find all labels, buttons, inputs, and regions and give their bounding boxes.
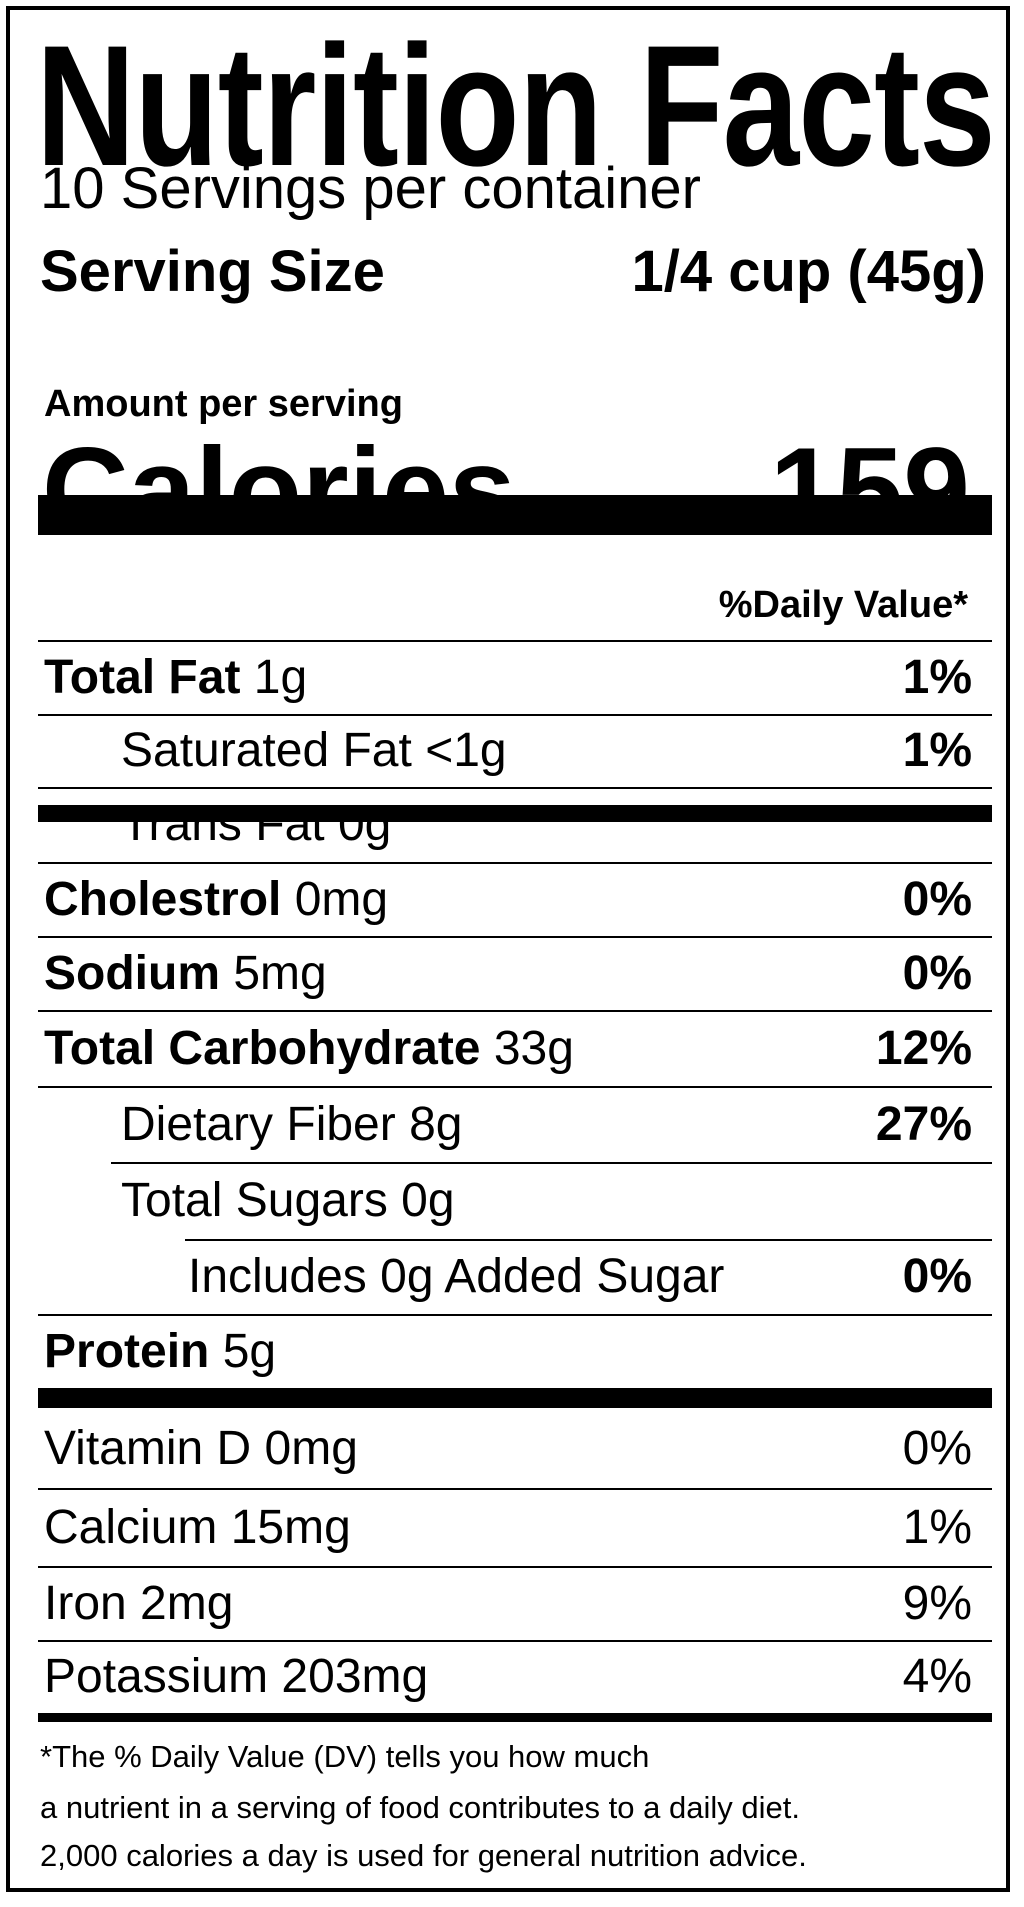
- daily-value-percent: 0%: [902, 1250, 972, 1303]
- row-divider: [38, 640, 992, 642]
- footnote-line: *The % Daily Value (DV) tells you how mu…: [40, 1739, 650, 1774]
- row-divider: [38, 1086, 992, 1088]
- serving-size-value: 1/4 cup (45g): [631, 239, 986, 304]
- daily-value-percent: 12%: [875, 1021, 972, 1075]
- nutrient-row: Sodium 5mg 0%: [38, 936, 992, 1010]
- daily-value-percent: 1%: [902, 724, 972, 777]
- nutrient-name: Saturated Fat <1g: [38, 723, 507, 778]
- row-divider: [38, 1314, 992, 1316]
- nutrient-label: Dietary Fiber: [121, 1097, 396, 1151]
- vitamin-label: Calcium 15mg: [44, 1500, 351, 1554]
- nutrient-name: Total Fat 1g: [38, 650, 307, 705]
- daily-value-percent: 9%: [902, 1576, 972, 1630]
- row-divider: [38, 862, 992, 864]
- vitamin-row: Calcium 15mg 1%: [38, 1488, 992, 1566]
- vitamin-label: Potassium 203mg: [44, 1650, 429, 1703]
- calories-value: 159: [769, 423, 970, 557]
- nutrient-label: Saturated Fat: [121, 724, 412, 777]
- nutrient-row: Cholestrol 0mg 0%: [38, 862, 992, 936]
- nutrient-row: Total Carbohydrate 33g 12%: [38, 1010, 992, 1086]
- row-divider: [38, 1640, 992, 1642]
- nutrient-amount: 5g: [222, 1324, 277, 1378]
- nutrient-name: Sodium 5mg: [38, 946, 327, 1001]
- nutrient-label: Total Fat: [44, 650, 241, 704]
- row-divider: [38, 1488, 992, 1490]
- row-divider: [38, 1010, 992, 1012]
- nutrient-label: Sodium: [44, 946, 220, 1000]
- medium-divider: [38, 805, 992, 822]
- nutrient-name: Dietary Fiber 8g: [38, 1097, 462, 1152]
- daily-value-percent: 27%: [875, 1097, 972, 1151]
- daily-value-percent: 1%: [902, 1500, 972, 1554]
- vitamin-row: Potassium 203mg 4%: [38, 1640, 992, 1713]
- nutrient-label: Total Carbohydrate: [44, 1021, 481, 1075]
- medium-divider: [38, 1713, 992, 1722]
- thick-divider: [38, 1388, 992, 1408]
- nutrient-label: Protein: [44, 1324, 210, 1378]
- nutrient-row: Saturated Fat <1g 1%: [38, 714, 992, 787]
- serving-size-label: Serving Size: [40, 239, 385, 304]
- row-divider: [38, 714, 992, 716]
- row-divider: [111, 1162, 992, 1164]
- nutrient-amount: <1g: [425, 724, 507, 777]
- nutrient-name: Trans Fat 0g: [38, 797, 391, 852]
- nutrient-name: Total Sugars 0g: [38, 1173, 455, 1228]
- calories-label: Calories: [42, 423, 516, 557]
- daily-value-percent: 0%: [902, 1421, 972, 1475]
- row-divider: [38, 787, 992, 789]
- nutrient-amount: 0g: [401, 1174, 455, 1227]
- vitamin-label: Vitamin D 0mg: [44, 1421, 358, 1475]
- nutrient-name: Total Carbohydrate 33g: [38, 1021, 574, 1076]
- nutrient-amount: 0g: [337, 798, 392, 851]
- thick-divider: [38, 495, 992, 535]
- nutrient-label: Total Sugars: [121, 1174, 388, 1227]
- row-divider: [185, 1239, 992, 1241]
- footnote-line: 2,000 calories a day is used for general…: [40, 1838, 807, 1873]
- vitamin-row: Iron 2mg 9%: [38, 1566, 992, 1640]
- vitamin-row: Vitamin D 0mg 0%: [38, 1408, 992, 1488]
- label-title: Nutrition Facts: [36, 10, 996, 202]
- daily-value-percent: 1%: [902, 650, 972, 704]
- servings-per-container: 10 Servings per container: [40, 156, 701, 221]
- nutrient-row: Total Fat 1g 1%: [38, 640, 992, 714]
- row-divider: [38, 936, 992, 938]
- label-border: [6, 6, 1010, 1892]
- daily-value-header: %Daily Value*: [718, 584, 968, 626]
- nutrient-row: Protein 5g: [38, 1314, 992, 1388]
- nutrient-amount: 0mg: [294, 872, 389, 926]
- nutrient-label: Trans Fat: [121, 798, 325, 851]
- nutrient-row: Total Sugars 0g: [38, 1162, 992, 1239]
- nutrient-amount: 8g: [409, 1097, 463, 1151]
- nutrient-row: Includes 0g Added Sugar 0%: [38, 1239, 992, 1314]
- daily-value-percent: 0%: [902, 872, 972, 926]
- nutrient-name: Cholestrol 0mg: [38, 872, 388, 927]
- nutrient-row: Dietary Fiber 8g 27%: [38, 1086, 992, 1162]
- nutrient-label: Includes 0g Added Sugar: [188, 1250, 725, 1303]
- nutrient-amount: 5mg: [233, 946, 327, 1000]
- nutrient-name: Protein 5g: [38, 1324, 276, 1379]
- daily-value-percent: 4%: [902, 1650, 972, 1703]
- daily-value-percent: 0%: [902, 946, 972, 1000]
- nutrient-amount: 1g: [253, 650, 308, 704]
- nutrient-name: Includes 0g Added Sugar: [38, 1249, 724, 1304]
- nutrient-amount: 33g: [493, 1021, 574, 1075]
- nutrient-label: Cholestrol: [44, 872, 282, 926]
- nutrient-row: Trans Fat 0g: [38, 787, 992, 862]
- amount-per-serving: Amount per serving: [44, 383, 403, 425]
- footnote-line: a nutrient in a serving of food contribu…: [40, 1790, 800, 1825]
- vitamin-label: Iron 2mg: [44, 1576, 234, 1630]
- row-divider: [38, 1566, 992, 1568]
